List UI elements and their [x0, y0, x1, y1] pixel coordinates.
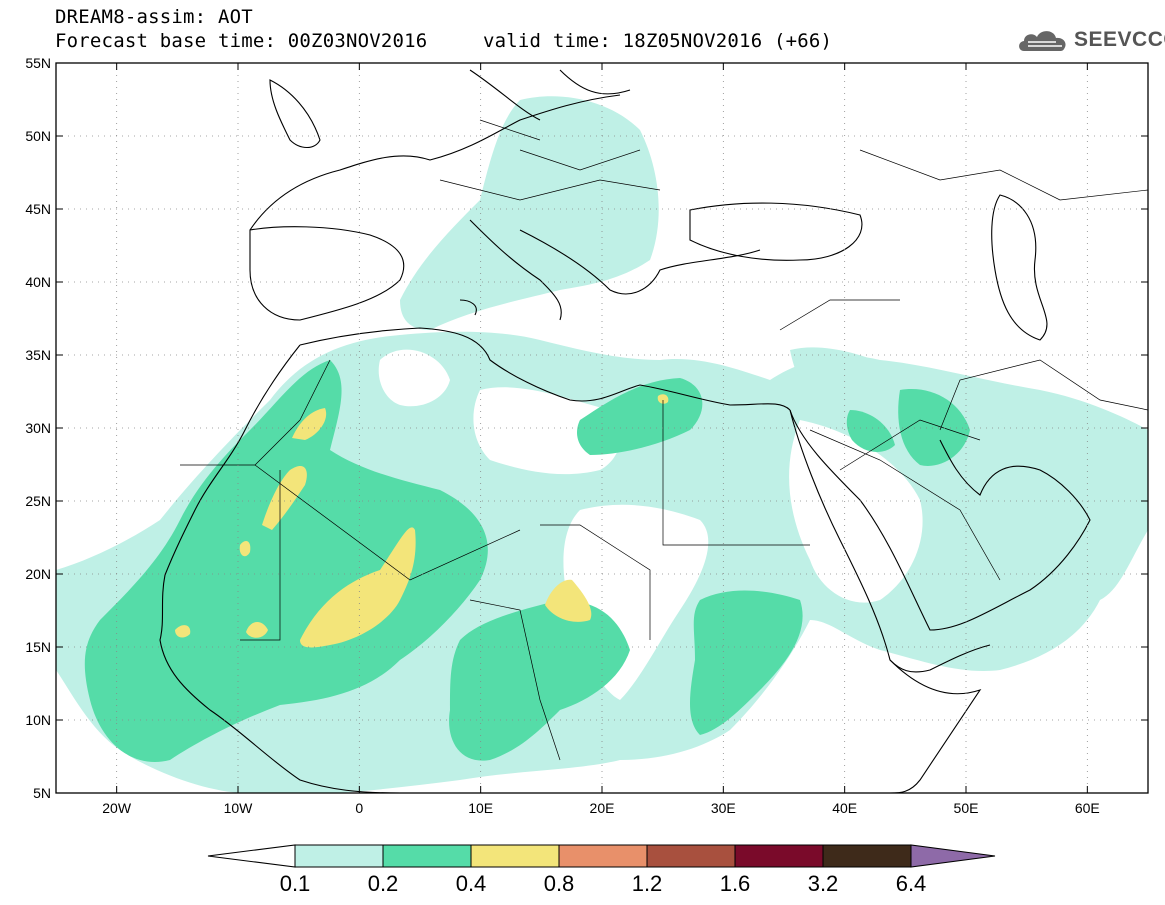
colorbar-label: 0.1: [280, 871, 311, 896]
colorbar-bin: [558, 844, 648, 868]
aot-colorbar: 0.1 0.2 0.4 0.8 1.2 1.6 3.2 6.4: [207, 844, 996, 896]
tick-label-lat: 45N: [25, 201, 51, 217]
coastline-iberia: [249, 226, 405, 321]
tick-label-lon: 50E: [954, 800, 979, 816]
colorbar-label: 0.8: [544, 871, 575, 896]
colorbar-bin: [382, 844, 472, 868]
coastline-west-africa: [159, 344, 401, 793]
border-chad-nigeria: [469, 599, 561, 761]
coastline-horn-of-africa: [889, 659, 982, 793]
axis-ticks: 20W 10W 0 10E 20E 30E 40E 50E 60E 55N 50N 45N 40N 35N…: [25, 55, 1148, 816]
colorbar-label: 1.6: [720, 871, 751, 896]
tick-label-lon: 10W: [224, 800, 254, 816]
aot-hole-algeria: [378, 349, 450, 407]
valid-time: valid time: 18Z05NOV2016 (+66): [483, 30, 833, 52]
tick-label-lat: 50N: [25, 128, 51, 144]
tick-label-lon: 0: [355, 800, 363, 816]
coastline-arabia: [789, 409, 1091, 631]
map-title: DREAM8-assim: AOT: [55, 6, 253, 28]
logo-text: SEEVCCC: [1074, 28, 1165, 51]
border-arabia-states: [809, 419, 1001, 581]
aot-layer-mid-iraq: [898, 389, 970, 466]
aot-layer-high-small-2: [246, 621, 268, 638]
cloud-logo-icon: [1019, 31, 1066, 51]
colorbar-label: 1.2: [632, 871, 663, 896]
colorbar-label: 3.2: [808, 871, 839, 896]
aot-layer-mid-sudan: [690, 590, 803, 735]
coastline-british-isles: [269, 79, 321, 149]
border-libya-chad-sudan: [540, 524, 651, 640]
colorbar-label: 0.4: [456, 871, 487, 896]
aot-layer-high-wsahara: [292, 408, 327, 440]
coastline-italy: [459, 219, 562, 321]
aot-layer-high-mali: [300, 527, 416, 648]
tick-label-lon: 30E: [711, 800, 736, 816]
forecast-times: Forecast base time: 00Z03NOV2016 valid ti…: [55, 30, 832, 52]
tick-label-lat: 40N: [25, 274, 51, 290]
aot-layer-mid-gulf: [846, 410, 895, 452]
base-time: Forecast base time: 00Z03NOV2016: [55, 30, 428, 52]
colorbar-arrow-high: [910, 844, 996, 868]
coastline-balkans-greece: [519, 229, 761, 295]
border-turkey-syria: [779, 299, 900, 331]
aot-layer-mid-libya: [577, 378, 703, 455]
colorbar-bin: [734, 844, 824, 868]
coastline-black-sea: [689, 202, 863, 261]
tick-label-lon: 20E: [590, 800, 615, 816]
coastline-red-sea: [789, 409, 991, 673]
tick-label-lon: 20W: [102, 800, 132, 816]
coastlines: [159, 69, 1091, 793]
country-borders: [180, 119, 1148, 761]
tick-label-lat: 30N: [25, 420, 51, 436]
border-mauritania-mali: [240, 470, 281, 641]
aot-field: [56, 96, 1148, 793]
colorbar-bin: [822, 844, 912, 868]
tick-label-lon: 10E: [468, 800, 493, 816]
tick-label-lat: 55N: [25, 55, 51, 71]
colorbar-bin: [646, 844, 736, 868]
coastline-northwest-europe: [249, 94, 621, 231]
seevccc-logo: SEEVCCC: [1016, 24, 1165, 58]
aot-layer-high-small-3: [175, 625, 191, 638]
colorbar-label: 0.2: [368, 871, 399, 896]
border-iran: [939, 359, 1148, 431]
colorbar-bin: [470, 844, 560, 868]
aot-layer-high-small-1: [239, 540, 251, 557]
aot-layer-high-cyrenaica: [657, 394, 669, 404]
border-russia-kazakhstan: [859, 149, 1148, 201]
aot-hole-libya: [473, 387, 621, 475]
tick-label-lon: 60E: [1075, 800, 1100, 816]
tick-label-lon: 40E: [832, 800, 857, 816]
colorbar-bin: [294, 844, 384, 868]
tick-label-lat: 10N: [25, 712, 51, 728]
coastline-mediterranean-africa: [299, 327, 791, 411]
tick-label-lat: 25N: [25, 493, 51, 509]
tick-label-lat: 35N: [25, 347, 51, 363]
tick-label-lat: 15N: [25, 639, 51, 655]
colorbar-arrow-low: [207, 844, 296, 868]
border-morocco-algeria: [180, 359, 331, 466]
coastline-caspian: [991, 194, 1048, 341]
tick-label-lat: 5N: [33, 785, 51, 801]
aot-layer-low-europe: [400, 96, 659, 330]
tick-label-lat: 20N: [25, 566, 51, 582]
aot-layer-high-mauritania: [262, 465, 307, 530]
coastline-scandinavia: [469, 69, 631, 121]
aot-layer-mid-west: [84, 360, 488, 762]
aot-layer-mid-chad: [449, 600, 630, 761]
border-algeria-mali-niger: [254, 464, 521, 581]
aot-layer-high-chad: [545, 579, 592, 622]
aot-layer-low-gulf: [790, 347, 1148, 533]
colorbar-label: 6.4: [896, 871, 927, 896]
border-libya-egypt: [662, 400, 810, 546]
border-central-europe: [439, 119, 661, 201]
